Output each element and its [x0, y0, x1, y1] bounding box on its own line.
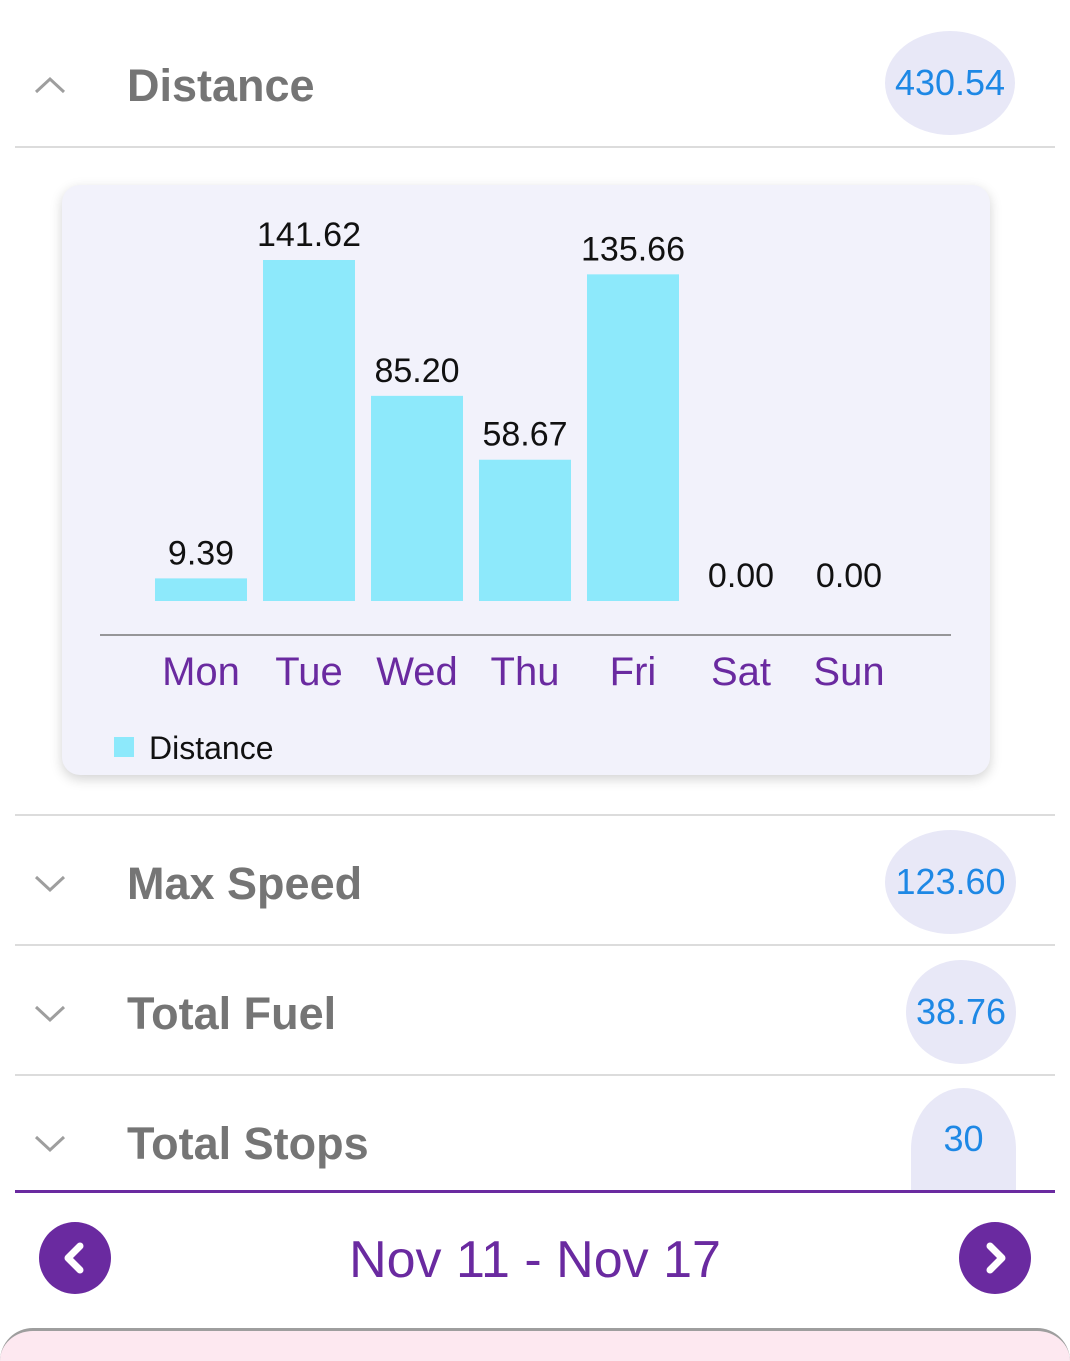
- divider: [15, 146, 1055, 148]
- x-tick-sun: Sun: [813, 650, 884, 694]
- distance-bar-chart: 9.39 Mon 141.62 Tue 85.20 Wed 58.67 Thu 135.66 Fr…: [100, 216, 951, 766]
- chevron-down-icon[interactable]: [30, 998, 70, 1028]
- chevron-left-icon: [64, 1242, 84, 1274]
- data-label-sat: 0.00: [708, 557, 774, 595]
- x-tick-fri: Fri: [610, 650, 657, 694]
- data-label-thu: 58.67: [482, 416, 567, 454]
- bar-tue: [263, 260, 355, 601]
- divider: [15, 1074, 1055, 1076]
- bar-fri: [587, 274, 679, 601]
- bottom-panel-edge: [0, 1328, 1070, 1361]
- metric-title-total-fuel: Total Fuel: [127, 988, 337, 1039]
- distance-chart-card: 9.39 Mon 141.62 Tue 85.20 Wed 58.67 Thu 135.66 Fr…: [62, 185, 990, 775]
- chevron-up-icon[interactable]: [30, 70, 70, 100]
- metric-value-total-fuel: 38.76: [906, 960, 1016, 1064]
- data-label-tue: 141.62: [257, 216, 361, 254]
- x-tick-wed: Wed: [376, 650, 458, 694]
- metric-title-distance: Distance: [127, 60, 315, 111]
- metric-value-total-stops: 30: [911, 1088, 1016, 1190]
- bar-thu: [479, 459, 571, 601]
- bar-mon: [155, 578, 247, 601]
- legend-swatch: [114, 737, 134, 757]
- data-label-sun: 0.00: [816, 557, 882, 595]
- divider: [15, 944, 1055, 946]
- x-tick-tue: Tue: [275, 650, 342, 694]
- data-label-mon: 9.39: [168, 534, 234, 572]
- metric-value-distance: 430.54: [885, 31, 1015, 135]
- chevron-down-icon[interactable]: [30, 868, 70, 898]
- metric-value-max-speed: 123.60: [885, 830, 1016, 934]
- date-range-label: Nov 11 - Nov 17: [349, 1231, 721, 1289]
- x-tick-thu: Thu: [491, 650, 560, 694]
- nav-divider: [15, 1190, 1055, 1193]
- next-week-button[interactable]: [959, 1222, 1031, 1294]
- chevron-right-icon: [986, 1242, 1006, 1274]
- data-label-fri: 135.66: [581, 230, 685, 268]
- x-tick-sat: Sat: [711, 650, 771, 694]
- divider: [15, 814, 1055, 816]
- bar-wed: [371, 395, 463, 601]
- chevron-down-icon[interactable]: [30, 1128, 70, 1158]
- prev-week-button[interactable]: [39, 1222, 111, 1294]
- x-tick-mon: Mon: [162, 650, 240, 694]
- legend-label: Distance: [149, 730, 274, 766]
- metric-title-max-speed: Max Speed: [127, 858, 363, 909]
- data-label-wed: 85.20: [374, 352, 459, 390]
- metric-title-total-stops: Total Stops: [127, 1118, 369, 1169]
